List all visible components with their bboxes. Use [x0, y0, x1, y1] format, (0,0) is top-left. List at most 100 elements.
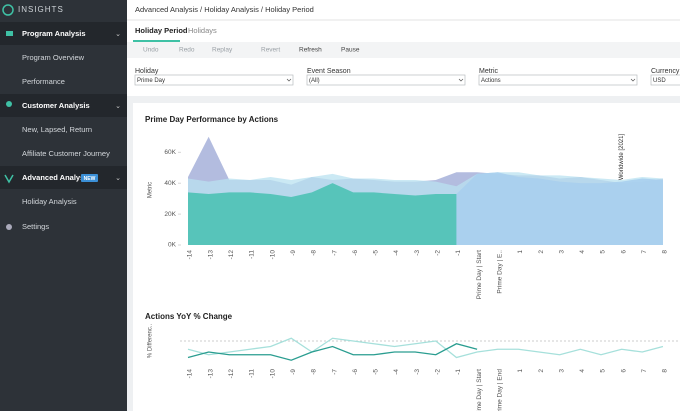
- section[interactable]: [0, 166, 127, 189]
- icon: [4, 174, 14, 184]
- x-tick-label: -7: [331, 250, 338, 256]
- brand: INSIGHTS: [18, 5, 64, 14]
- tab-underline: [133, 40, 180, 42]
- x-tick-label: -2: [435, 369, 442, 375]
- breadcrumb: Advanced Analysis / Holiday Analysis / H…: [135, 5, 314, 14]
- x-tick-label: 1: [517, 369, 524, 373]
- x-tick-label: Prime Day | Start: [476, 250, 483, 300]
- x-tick-label: -11: [249, 250, 256, 259]
- dropdown-value[interactable]: Actions: [481, 78, 501, 84]
- nav-item[interactable]: Holiday Analysis: [22, 197, 77, 206]
- x-tick-label: 8: [662, 250, 669, 254]
- chevron[interactable]: ⌄: [115, 103, 121, 110]
- tool-button[interactable]: Pause: [341, 47, 360, 54]
- x-tick-label: 7: [641, 250, 648, 254]
- tab[interactable]: Holidays: [188, 26, 217, 35]
- chevron: [286, 78, 292, 82]
- dropdown-value[interactable]: Prime Day: [137, 78, 165, 84]
- nav-header[interactable]: Program Analysis: [22, 29, 86, 38]
- nav-item[interactable]: Performance: [22, 77, 65, 86]
- x-tick-label: -9: [290, 250, 297, 256]
- chart-title: Prime Day Performance by Actions: [145, 115, 279, 124]
- y-tick-label: 20K: [164, 211, 176, 218]
- line: [187, 343, 478, 361]
- x-tick-label: -11: [249, 369, 256, 378]
- x-tick-label: -14: [187, 250, 194, 260]
- x-tick-label: 7: [641, 369, 648, 373]
- x-tick-label: Prime Day | E..: [496, 250, 503, 294]
- x-tick-label: -1: [455, 369, 462, 375]
- x-tick-label: -4: [393, 369, 400, 375]
- x-tick-label: -4: [393, 250, 400, 256]
- icon: [6, 101, 12, 107]
- tool-button[interactable]: Refresh: [299, 47, 322, 54]
- nav-item[interactable]: New, Lapsed, Return: [22, 125, 92, 134]
- badge-text: NEW: [84, 176, 96, 182]
- chevron[interactable]: ⌄: [115, 175, 121, 182]
- dropdown[interactable]: [478, 74, 638, 86]
- x-tick-label: 2: [538, 250, 545, 254]
- tool-button[interactable]: Replay: [212, 47, 233, 54]
- logo: [2, 4, 14, 16]
- annotation: Worldwide [2021]: [619, 134, 625, 181]
- x-tick-label: 5: [600, 250, 607, 254]
- nav-header[interactable]: Advanced Analysis: [22, 173, 91, 182]
- x-tick-label: -5: [373, 250, 380, 256]
- area: [456, 172, 663, 245]
- chart-title: Actions YoY % Change: [145, 312, 233, 321]
- dropdown[interactable]: [650, 74, 680, 86]
- tab[interactable]: Holiday Period: [135, 26, 188, 35]
- x-tick-label: -1: [455, 250, 462, 256]
- nav-header[interactable]: Customer Analysis: [22, 101, 90, 110]
- y-tick-label: 40K: [164, 180, 176, 187]
- dropdown-value[interactable]: USD: [653, 78, 666, 84]
- x-tick-label: Prime Day | Start: [476, 369, 483, 411]
- x-tick-label: 4: [579, 250, 586, 254]
- tabs: [127, 21, 680, 42]
- line: [187, 337, 664, 359]
- x-tick-label: -8: [311, 250, 318, 256]
- section[interactable]: [0, 22, 127, 45]
- x-tick-label: -13: [207, 369, 214, 379]
- nav-item[interactable]: Settings: [22, 222, 49, 231]
- y-tick-label: 60K: [164, 149, 176, 156]
- x-tick-label: 3: [558, 369, 565, 373]
- icon: [6, 224, 12, 230]
- x-tick-label: -14: [187, 369, 194, 379]
- tool-button[interactable]: Redo: [179, 47, 195, 54]
- x-tick-label: -3: [414, 369, 421, 375]
- filter-label: Currency: [651, 68, 680, 75]
- area: [188, 183, 457, 245]
- x-tick-label: -7: [331, 369, 338, 375]
- x-tick-label: 8: [662, 369, 669, 373]
- chevron: [458, 78, 464, 82]
- chevron[interactable]: ⌄: [115, 31, 121, 38]
- header: [127, 0, 680, 20]
- tool-button[interactable]: Revert: [261, 47, 280, 54]
- x-tick-label: 2: [538, 369, 545, 373]
- section[interactable]: [0, 94, 127, 117]
- y-axis-label: Metric: [148, 182, 154, 198]
- tool-button[interactable]: Undo: [143, 47, 159, 54]
- x-tick-label: -5: [373, 369, 380, 375]
- chart-card: [133, 103, 680, 411]
- dropdown-value[interactable]: (All): [309, 78, 320, 84]
- nav-item[interactable]: Affiliate Customer Journey: [22, 149, 110, 158]
- dropdown[interactable]: [134, 74, 294, 86]
- x-tick-label: -9: [290, 369, 297, 375]
- x-tick-label: -12: [228, 250, 235, 260]
- nav-item[interactable]: Program Overview: [22, 53, 85, 62]
- x-tick-label: -12: [228, 369, 235, 379]
- x-tick-label: 1: [517, 250, 524, 254]
- x-tick-label: 6: [620, 369, 627, 373]
- x-tick-label: -3: [414, 250, 421, 256]
- x-tick-label: 6: [620, 250, 627, 254]
- filter-label: Event Season: [307, 68, 351, 75]
- x-tick-label: 3: [558, 250, 565, 254]
- dropdown[interactable]: [306, 74, 466, 86]
- y-tick-label: 0K: [168, 242, 177, 249]
- x-tick-label: -8: [311, 369, 318, 375]
- x-tick-label: Prime Day | End: [496, 369, 503, 411]
- chevron: [630, 78, 636, 82]
- y-axis-label: % Differenc..: [148, 324, 154, 359]
